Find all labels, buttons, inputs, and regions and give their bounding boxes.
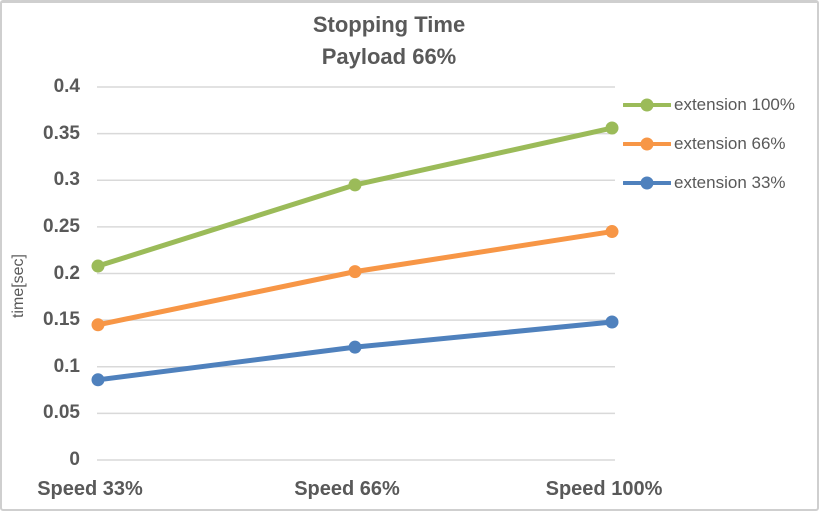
legend-item: extension 100%: [623, 93, 795, 117]
legend-line-marker-icon: [623, 176, 671, 190]
legend-label: extension 100%: [674, 95, 795, 114]
data-point: [348, 178, 362, 192]
data-point: [348, 265, 362, 279]
legend-label: extension 33%: [674, 173, 786, 192]
y-tick-label: 0.1: [53, 355, 80, 377]
series-line-extension-66-: [95, 229, 615, 328]
plot-area: [91, 86, 619, 461]
legend-item: extension 66%: [623, 132, 786, 156]
data-point: [91, 318, 105, 332]
y-tick-label: 0.3: [53, 169, 80, 191]
data-point: [605, 121, 619, 135]
x-axis-label: Speed 66%: [294, 478, 400, 500]
chart-title: Stopping Time Payload 66%: [2, 9, 776, 73]
legend-line-marker-icon: [623, 137, 671, 151]
x-axis-label: Speed 100%: [545, 478, 663, 500]
chart-title-line2: Payload 66%: [321, 44, 457, 69]
y-tick-label: 0.05: [43, 402, 80, 424]
y-tick-label: 0.35: [43, 122, 80, 144]
data-point: [91, 259, 105, 273]
data-point: [348, 340, 362, 354]
x-axis-label: Speed 33%: [37, 478, 143, 500]
data-point: [605, 225, 619, 239]
legend-line-marker-icon: [623, 98, 671, 112]
y-tick-label: 0.15: [43, 309, 80, 331]
y-tick-label: 0.25: [43, 215, 80, 237]
y-tick-label: 0: [69, 449, 80, 470]
chart-title-line1: Stopping Time: [312, 12, 466, 37]
y-tick-label: 0.4: [53, 76, 80, 97]
data-point: [605, 315, 619, 329]
y-tick-label: 0.2: [53, 262, 80, 284]
legend-item: extension 33%: [623, 171, 786, 195]
data-point: [91, 373, 105, 387]
legend-label: extension 66%: [674, 134, 786, 153]
